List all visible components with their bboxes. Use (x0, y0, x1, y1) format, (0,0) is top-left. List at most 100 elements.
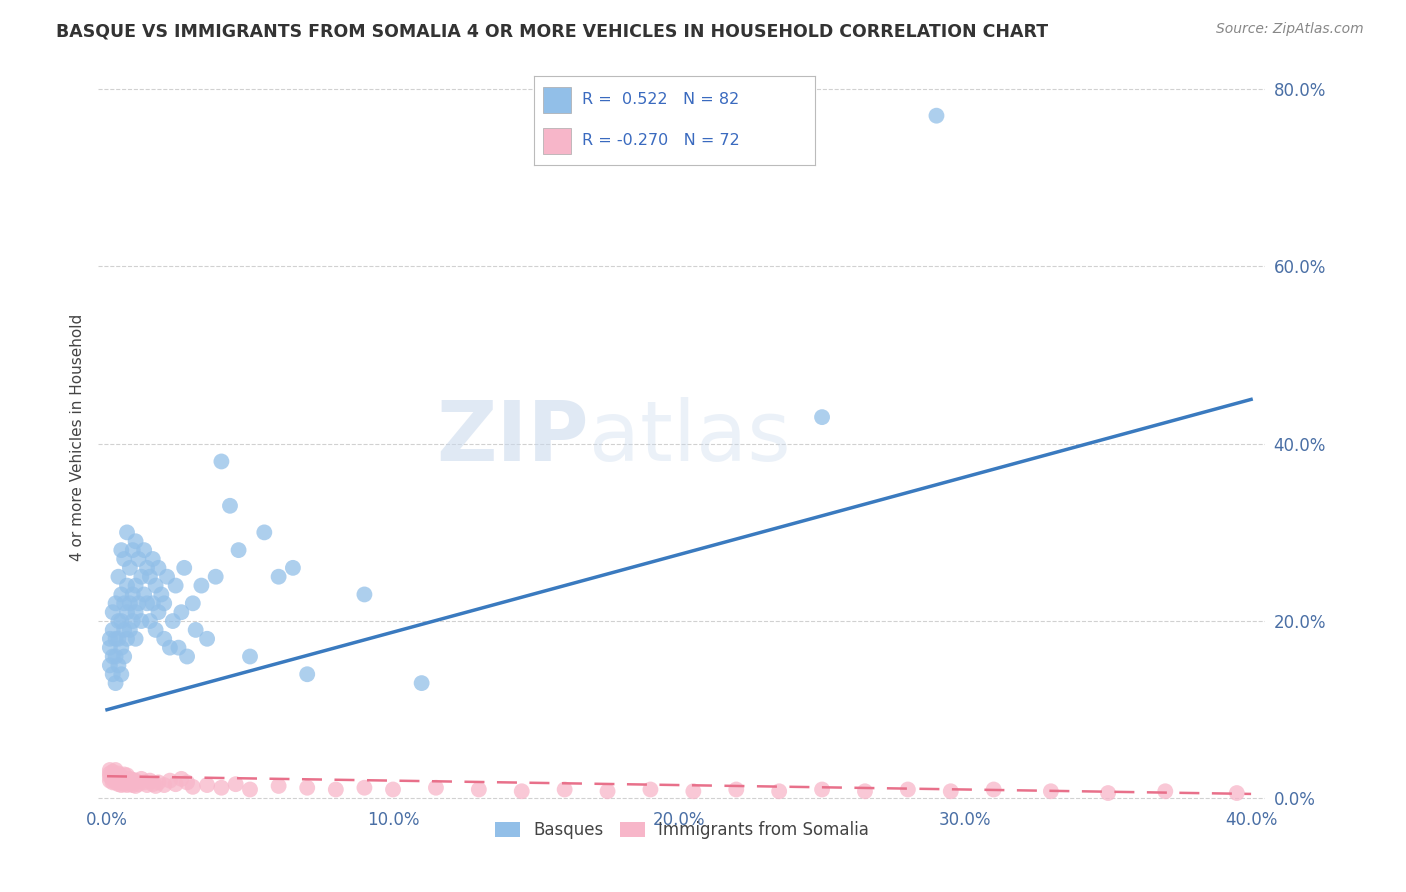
Point (325, 782, 347, 797)
Point (253, 525, 276, 540)
Point (124, 779, 146, 793)
Point (110, 614, 132, 628)
Point (554, 782, 576, 797)
Point (181, 780, 204, 794)
Point (267, 779, 290, 793)
Point (115, 525, 138, 540)
Point (127, 596, 149, 610)
Point (107, 614, 129, 628)
Point (136, 561, 159, 575)
Point (148, 561, 170, 575)
Point (124, 632, 146, 646)
Y-axis label: 4 or more Vehicles in Household: 4 or more Vehicles in Household (69, 313, 84, 561)
Point (190, 578, 212, 592)
Point (153, 632, 176, 646)
Point (596, 784, 619, 798)
Point (98, 640, 121, 655)
Point (107, 773, 129, 788)
Point (176, 649, 198, 664)
Point (853, 784, 876, 798)
Point (219, 499, 242, 513)
Point (112, 772, 135, 787)
Point (121, 614, 143, 628)
Point (104, 768, 127, 782)
Point (104, 676, 127, 690)
Point (107, 658, 129, 673)
Text: R =  0.522   N = 82: R = 0.522 N = 82 (582, 93, 740, 107)
Point (101, 649, 124, 664)
Point (939, 784, 962, 798)
Point (115, 778, 138, 792)
Text: Source: ZipAtlas.com: Source: ZipAtlas.com (1216, 22, 1364, 37)
Point (1154, 784, 1177, 798)
Point (124, 773, 146, 788)
Point (159, 773, 181, 788)
Point (110, 667, 132, 681)
Point (110, 640, 132, 655)
Point (510, 784, 533, 798)
Point (136, 596, 159, 610)
Text: atlas: atlas (589, 397, 790, 477)
Point (925, 109, 948, 123)
Point (1039, 784, 1062, 798)
Point (411, 676, 433, 690)
Point (104, 763, 127, 777)
Point (145, 779, 167, 793)
Point (115, 632, 138, 646)
Point (228, 543, 250, 558)
Point (897, 782, 920, 797)
Point (468, 782, 491, 797)
Point (153, 778, 176, 792)
Point (101, 605, 124, 619)
Point (195, 778, 218, 792)
Point (127, 777, 149, 791)
Point (209, 454, 232, 468)
Point (139, 570, 162, 584)
FancyBboxPatch shape (543, 87, 571, 113)
Point (170, 772, 193, 786)
Point (101, 623, 124, 637)
Point (165, 578, 187, 592)
Point (142, 777, 165, 791)
Point (768, 784, 790, 798)
Point (110, 773, 132, 788)
Point (725, 782, 748, 797)
Point (115, 773, 138, 788)
Point (112, 777, 135, 791)
Point (297, 667, 319, 681)
Point (239, 782, 262, 797)
Point (353, 780, 375, 795)
Point (145, 578, 167, 592)
Point (225, 777, 247, 791)
Point (107, 632, 129, 646)
Text: BASQUE VS IMMIGRANTS FROM SOMALIA 4 OR MORE VEHICLES IN HOUSEHOLD CORRELATION CH: BASQUE VS IMMIGRANTS FROM SOMALIA 4 OR M… (56, 22, 1049, 40)
Point (107, 770, 129, 784)
Point (112, 767, 135, 781)
Point (131, 614, 153, 628)
Point (107, 570, 129, 584)
Point (139, 773, 162, 788)
Point (134, 775, 156, 789)
Point (153, 596, 176, 610)
Point (118, 596, 141, 610)
Point (118, 772, 141, 786)
Point (267, 570, 290, 584)
Point (118, 777, 141, 791)
Point (104, 632, 127, 646)
Point (204, 570, 226, 584)
Point (112, 596, 135, 610)
Point (297, 780, 319, 795)
Point (98, 658, 121, 673)
Point (162, 614, 184, 628)
Point (811, 782, 834, 797)
Point (107, 766, 129, 780)
Point (184, 623, 207, 637)
Point (131, 570, 153, 584)
Point (139, 614, 162, 628)
Point (165, 777, 187, 791)
Point (112, 623, 135, 637)
Point (107, 777, 129, 791)
Point (142, 552, 165, 566)
Point (167, 640, 190, 655)
Point (239, 649, 262, 664)
